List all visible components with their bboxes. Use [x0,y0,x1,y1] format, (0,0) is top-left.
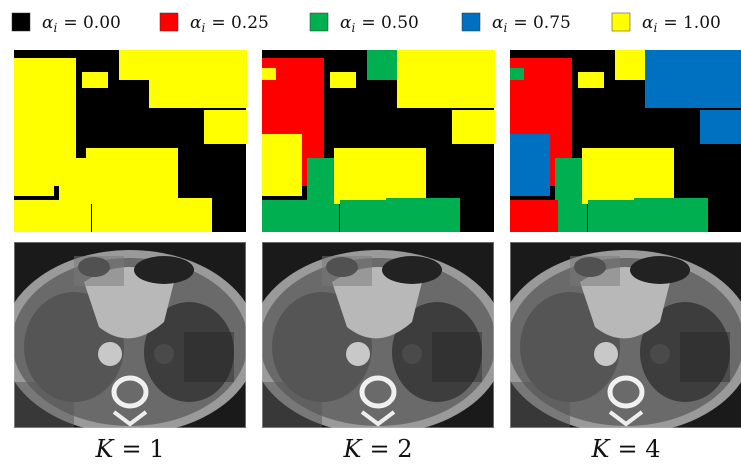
legend-swatch [159,12,179,32]
mask-block [138,198,212,232]
mask-block [386,198,460,232]
legend-label: αi = 1.00 [642,13,721,35]
caption-variable: K [95,435,116,463]
mask-block [510,200,558,232]
mask-block [397,50,495,108]
caption-value: = 4 [617,435,660,463]
alpha-subscript: i [201,21,205,35]
alpha-symbol: α [42,13,54,33]
mask-block [340,200,392,232]
mask-block [700,110,741,144]
mask-block [510,134,550,196]
alpha-subscript: i [351,21,355,35]
mask-panels [14,50,741,232]
panel-caption: K = 1 [95,435,165,463]
legend-value: = 0.00 [63,13,121,33]
legend: αi = 0.00 αi = 0.25 αi = 0.50 αi = 0.75 αi = 1.00 [11,12,721,35]
alpha-symbol: α [492,13,504,33]
mask-block [14,200,62,232]
legend-value: = 1.00 [663,13,721,33]
alpha-subscript: i [503,21,507,35]
legend-value: = 0.75 [513,13,571,33]
mask-block [262,68,276,80]
mask-block [149,50,247,108]
mask-block [555,158,587,232]
caption-variable: K [343,435,364,463]
mask-block [14,68,28,80]
alpha-subscript: i [53,21,57,35]
mask-block [307,158,339,232]
alpha-symbol: α [340,13,352,33]
mask-block [588,200,640,232]
mask-block [86,148,178,204]
mask-block [334,148,426,204]
legend-swatch [11,12,31,32]
legend-label: αi = 0.00 [42,13,121,35]
alpha-symbol: α [642,13,654,33]
mask-block [262,200,310,232]
mask-block [14,134,54,196]
mask-block [452,110,495,144]
mask-block [204,110,247,144]
mask-block [92,200,144,232]
legend-label: αi = 0.25 [190,13,269,35]
mask-block [578,72,604,88]
mask-block [330,72,356,88]
ct-image [498,242,741,434]
mask-block [645,50,741,108]
legend-label: αi = 0.50 [340,13,419,35]
caption-value: = 2 [369,435,412,463]
panel-caption: K = 2 [343,435,413,463]
mask-block [262,134,302,196]
legend-swatch [461,12,481,32]
caption-value: = 1 [121,435,164,463]
mask-block [82,72,108,88]
mask-block [59,158,91,232]
mask-block [582,148,674,204]
alpha-subscript: i [653,21,657,35]
ct-image [250,242,506,434]
ct-images [2,242,741,434]
captions: K = 1 K = 2 K = 4 [95,435,661,463]
panel-caption: K = 4 [591,435,661,463]
legend-value: = 0.50 [361,13,419,33]
legend-swatch [611,12,631,32]
legend-swatch [309,12,329,32]
legend-value: = 0.25 [211,13,269,33]
ct-image [2,242,258,434]
mask-block [510,68,524,80]
legend-label: αi = 0.75 [492,13,571,35]
mask-block [634,198,708,232]
caption-variable: K [591,435,612,463]
alpha-symbol: α [190,13,202,33]
